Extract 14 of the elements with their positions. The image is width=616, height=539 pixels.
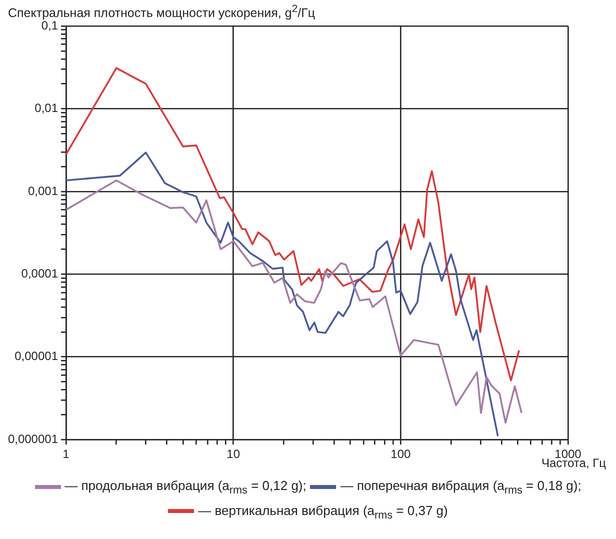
x-tick-label: 1000 [554,447,582,462]
x-tick-label: 1 [62,447,70,462]
y-tick-label: 0,0001 [21,266,58,280]
x-tick-label: 10 [226,447,240,462]
y-tick-label: 0,001 [28,184,58,198]
x-tick-label: 100 [390,447,411,462]
legend-label: — вертикальная вибрация (a$_{rms}$ = 0,37 g) [197,502,448,524]
legend-label: — поперечная вибрация (a$_{rms}$ = 0,18 g); [339,477,582,499]
y-tick-label: 0,00001 [14,349,58,364]
y-axis-title: Спектральная плотность мощности ускорения, g$^{2}$/Гц [8,4,316,20]
y-tick-label: 0,000001 [8,432,58,446]
y-tick-label: 0,01 [34,101,58,116]
y-tick-label: 0,1 [41,18,58,32]
legend-label: — продольная вибрация (a$_{rms}$ = 0,12 g); [64,477,306,499]
